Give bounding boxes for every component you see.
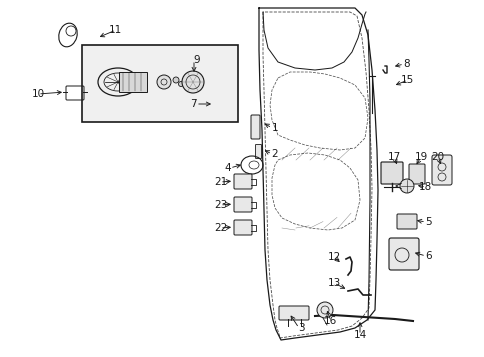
Text: 12: 12 — [327, 252, 341, 262]
Circle shape — [173, 77, 179, 83]
Text: 11: 11 — [108, 25, 122, 35]
Circle shape — [399, 179, 413, 193]
Text: 4: 4 — [224, 163, 230, 173]
FancyBboxPatch shape — [408, 164, 424, 184]
FancyBboxPatch shape — [431, 155, 451, 185]
FancyBboxPatch shape — [251, 115, 259, 139]
Text: 20: 20 — [430, 152, 443, 162]
Text: 14: 14 — [353, 330, 366, 340]
FancyBboxPatch shape — [255, 145, 261, 159]
FancyBboxPatch shape — [396, 214, 416, 229]
Bar — [119, 72, 147, 92]
Text: 19: 19 — [414, 152, 427, 162]
Text: 13: 13 — [327, 278, 341, 288]
Text: 17: 17 — [387, 152, 400, 162]
Text: 9: 9 — [193, 55, 199, 65]
Text: 10: 10 — [32, 89, 45, 99]
Circle shape — [157, 75, 171, 89]
Text: 22: 22 — [213, 223, 227, 233]
FancyBboxPatch shape — [233, 174, 252, 189]
FancyBboxPatch shape — [233, 197, 252, 212]
FancyBboxPatch shape — [380, 162, 402, 184]
Circle shape — [178, 81, 183, 86]
Text: 15: 15 — [400, 75, 413, 85]
Text: 3: 3 — [298, 323, 304, 333]
FancyBboxPatch shape — [278, 306, 308, 320]
Text: 5: 5 — [424, 217, 431, 227]
Text: 1: 1 — [271, 123, 277, 133]
Circle shape — [317, 302, 333, 318]
Text: 18: 18 — [418, 182, 431, 192]
FancyBboxPatch shape — [233, 220, 252, 235]
Text: 6: 6 — [424, 251, 431, 261]
Text: 21: 21 — [213, 177, 227, 187]
FancyBboxPatch shape — [388, 238, 418, 270]
Text: 2: 2 — [271, 149, 277, 159]
Text: 16: 16 — [323, 316, 336, 326]
Bar — [82, 45, 238, 122]
Circle shape — [182, 71, 204, 93]
Text: 7: 7 — [190, 99, 196, 109]
Text: 8: 8 — [403, 59, 409, 69]
Text: 23: 23 — [213, 200, 227, 210]
